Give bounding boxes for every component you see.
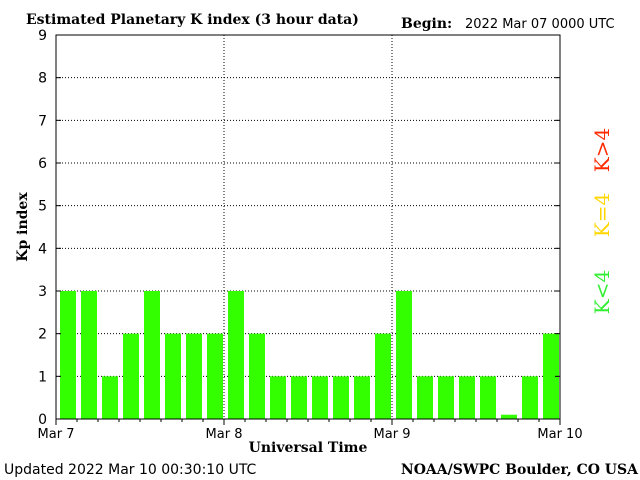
kp-bar: [123, 333, 139, 419]
y-tick-label: 4: [38, 241, 47, 257]
x-tick-label: Mar 8: [206, 427, 243, 442]
bar-series: [60, 291, 559, 419]
kp-bar: [522, 376, 538, 419]
kp-bar: [417, 376, 433, 419]
x-axis-ticks: Mar 7 Mar 8 Mar 9 Mar 10: [38, 419, 583, 442]
kp-bar: [459, 376, 475, 419]
kp-bar: [312, 376, 328, 419]
kp-bar: [396, 291, 412, 419]
kp-bar: [249, 333, 265, 419]
kp-bar: [438, 376, 454, 419]
kp-bar: [165, 333, 181, 419]
credit-text: NOAA/SWPC Boulder, CO USA: [401, 462, 639, 478]
y-tick-label: 9: [38, 28, 47, 44]
kp-bar: [543, 333, 559, 419]
x-tick-label: Mar 7: [38, 427, 75, 442]
kp-bar: [354, 376, 370, 419]
kp-bar: [333, 376, 349, 419]
legend-k-greater-4: K>4: [590, 128, 614, 172]
updated-timestamp: Updated 2022 Mar 10 00:30:10 UTC: [4, 462, 257, 478]
kp-bar: [207, 333, 223, 419]
y-tick-label: 8: [38, 71, 47, 87]
legend-k-less-4: K<4: [590, 270, 614, 314]
x-tick-label: Mar 10: [537, 427, 582, 442]
chart-title: Estimated Planetary K index (3 hour data…: [26, 12, 359, 28]
kp-bar: [186, 333, 202, 419]
x-axis-label: Universal Time: [249, 440, 368, 456]
kp-bar: [501, 414, 517, 419]
y-tick-label: 5: [38, 199, 47, 215]
y-tick-label: 6: [38, 156, 47, 172]
kp-bar: [291, 376, 307, 419]
kp-bar: [480, 376, 496, 419]
kp-bar: [102, 376, 118, 419]
kp-bar: [228, 291, 244, 419]
kp-bar: [81, 291, 97, 419]
y-axis-ticks: 0 1 2 3 4 5 6 7 8 9: [38, 28, 560, 428]
y-tick-label: 3: [38, 284, 47, 300]
y-tick-label: 7: [38, 113, 47, 129]
kp-bar: [375, 333, 391, 419]
grid-lines: [56, 35, 560, 419]
kp-bar: [270, 376, 286, 419]
y-tick-label: 1: [38, 369, 47, 385]
kp-bar: [144, 291, 160, 419]
legend-k-equal-4: K=4: [590, 193, 614, 237]
x-tick-label: Mar 9: [374, 427, 411, 442]
y-tick-label: 2: [38, 327, 47, 343]
begin-value: 2022 Mar 07 0000 UTC: [465, 17, 615, 32]
y-tick-label: 0: [38, 412, 47, 428]
y-axis-label: Kp index: [15, 192, 31, 262]
begin-label: Begin:: [401, 16, 452, 32]
kp-bar: [60, 291, 76, 419]
